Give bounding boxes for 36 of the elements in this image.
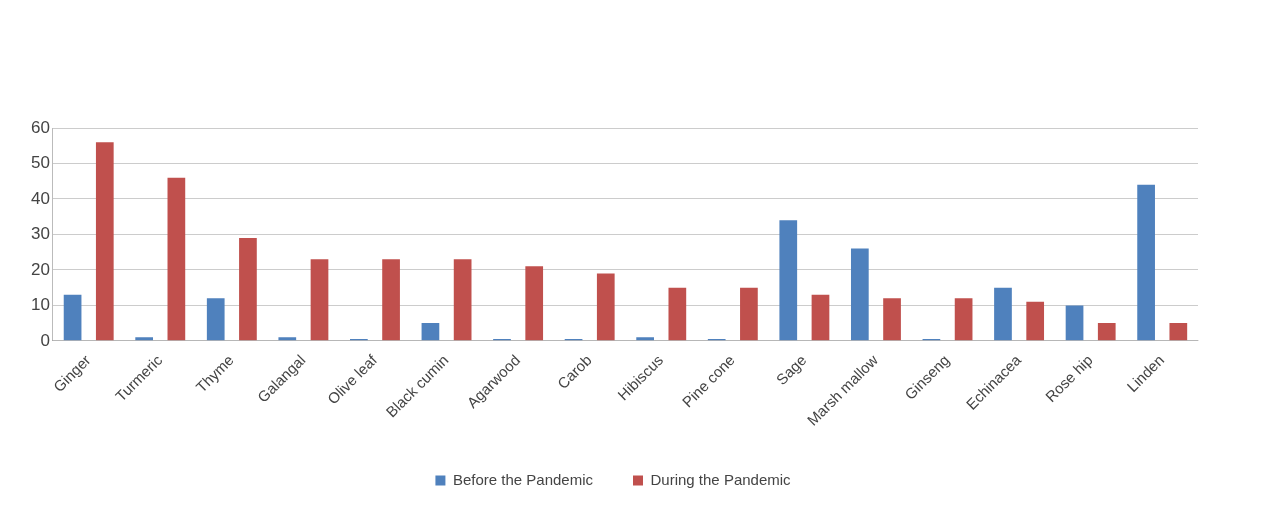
y-tick-label: 20 bbox=[30, 259, 50, 279]
bar bbox=[63, 294, 82, 341]
bar bbox=[239, 237, 257, 341]
y-tick-label: 30 bbox=[30, 224, 50, 244]
bar bbox=[1026, 301, 1045, 341]
bar bbox=[1065, 305, 1084, 341]
bar bbox=[135, 337, 154, 341]
bar bbox=[382, 259, 400, 341]
bar bbox=[310, 259, 329, 341]
bar bbox=[525, 266, 544, 341]
bar bbox=[206, 298, 225, 341]
bar bbox=[636, 337, 654, 341]
y-tick-label: 50 bbox=[30, 153, 50, 173]
legend-label: During the Pandemic bbox=[650, 470, 792, 488]
y-tick-label: 40 bbox=[30, 188, 50, 208]
bar bbox=[994, 287, 1012, 341]
y-tick-label: 0 bbox=[40, 330, 50, 350]
y-tick-label: 10 bbox=[30, 295, 50, 315]
bar bbox=[850, 248, 869, 341]
bar bbox=[95, 142, 114, 341]
y-tick-label: 60 bbox=[30, 117, 50, 137]
bar bbox=[811, 294, 830, 341]
bar bbox=[167, 177, 186, 341]
bar bbox=[453, 259, 472, 341]
bar bbox=[740, 287, 758, 341]
bar bbox=[1137, 184, 1155, 341]
bar bbox=[779, 220, 798, 341]
bar bbox=[954, 298, 973, 341]
bar bbox=[1169, 323, 1188, 341]
legend-label: Before the Pandemic bbox=[452, 470, 594, 488]
bar bbox=[668, 287, 687, 341]
bar bbox=[421, 323, 440, 341]
bar bbox=[883, 298, 901, 341]
bar bbox=[278, 337, 297, 341]
bar bbox=[1097, 323, 1116, 341]
bar bbox=[596, 273, 615, 341]
